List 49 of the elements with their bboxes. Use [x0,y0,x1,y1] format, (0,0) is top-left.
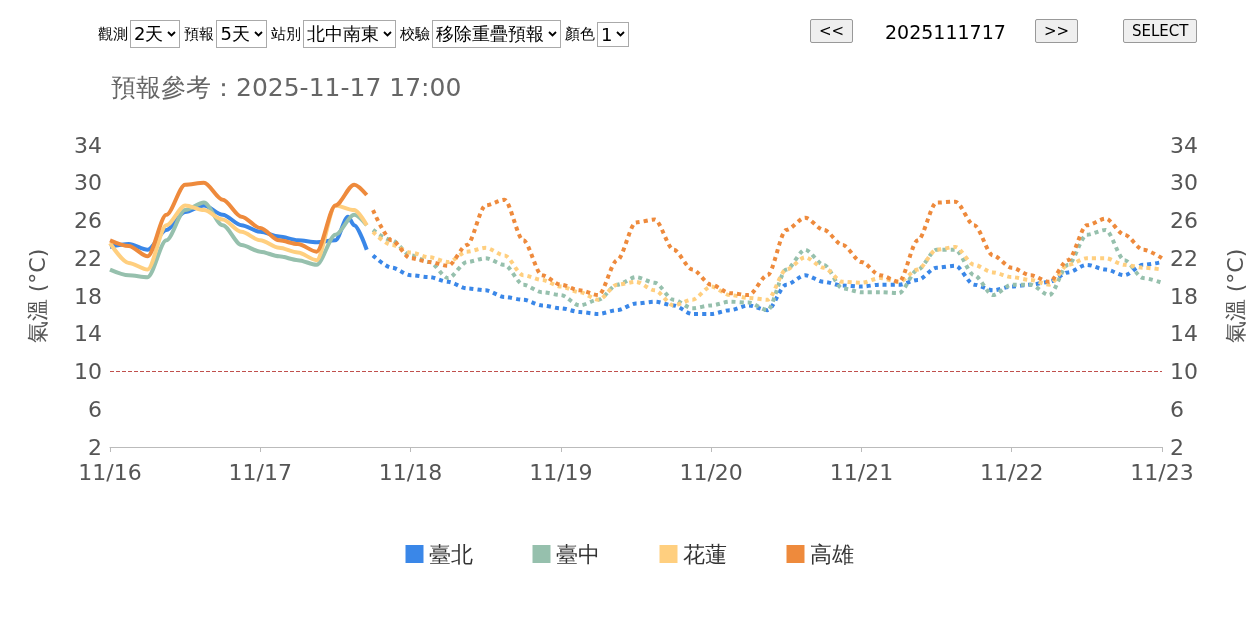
y-tick-label: 2 [88,434,102,460]
text: 2025111717 [885,21,1006,43]
y-tick-label: 6 [88,396,102,422]
button[interactable]: SELECT [1123,19,1198,43]
y2-tick-label: 14 [1170,321,1198,347]
text: 站別 [270,24,301,44]
legend-label: 花蓮 [682,541,727,567]
chart-title: 預報參考：2025-11-17 17:00 [111,73,462,102]
legend-label: 高雄 [809,541,854,567]
y-tick-label: 22 [74,245,102,271]
line-series [371,197,1164,298]
y2-tick-label: 10 [1170,359,1198,384]
x-tick-label: 11/20 [679,459,743,485]
text: 顏色 [564,24,595,44]
text: 校驗 [399,24,430,44]
button[interactable]: >> [1035,19,1079,43]
y-tick-label: 14 [74,321,102,347]
line-series [108,180,369,259]
x-tick-label: 11/16 [78,459,142,485]
y-tick-label: 10 [74,359,102,384]
y2-tick-label: 26 [1170,208,1198,233]
y-tick-label: 30 [74,170,102,196]
y2-tick-label: 18 [1170,283,1198,309]
y-axis-title: 氣溫 (°C) [24,248,50,344]
button[interactable]: << [810,19,854,43]
y-tick-label: 34 [74,132,102,158]
y-tick-label: 18 [74,283,102,309]
text: 預報 [184,24,215,44]
legend-label: 臺中 [555,541,600,567]
x-tick-label: 11/19 [529,459,593,485]
y-tick-label: 26 [74,208,102,233]
text: 觀測 [98,24,128,44]
dropdown[interactable]: 5天 [216,20,267,48]
dropdown[interactable]: 2天 [130,20,181,48]
y2-axis-title: 氣溫 (°C) [1222,248,1248,344]
y2-tick-label: 22 [1170,245,1198,271]
dropdown[interactable]: 北中南東 [302,20,396,48]
x-tick-label: 11/18 [378,459,443,485]
x-tick-label: 11/21 [829,459,894,485]
dropdown[interactable]: 1 [596,21,630,47]
x-tick-label: 11/17 [228,459,292,485]
dropdown[interactable]: 移除重疊預報 [431,20,561,48]
y2-tick-label: 2 [1170,434,1184,460]
y2-tick-label: 34 [1170,132,1198,158]
x-tick-label: 11/22 [980,459,1044,485]
y2-tick-label: 30 [1170,170,1198,196]
y2-tick-label: 6 [1170,396,1184,422]
legend-label: 臺北 [428,541,473,567]
x-tick-label: 11/23 [1130,459,1194,485]
